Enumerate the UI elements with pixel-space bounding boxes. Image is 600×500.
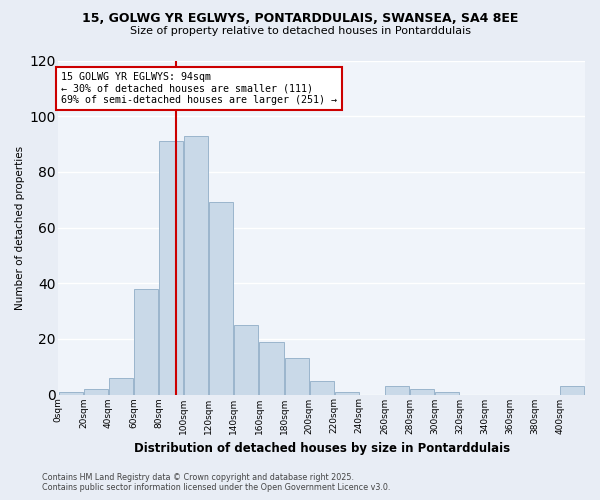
Text: Contains HM Land Registry data © Crown copyright and database right 2025.
Contai: Contains HM Land Registry data © Crown c… <box>42 473 391 492</box>
Bar <box>134 288 158 395</box>
Bar <box>335 392 359 394</box>
Bar <box>59 392 83 394</box>
Bar <box>284 358 308 394</box>
Y-axis label: Number of detached properties: Number of detached properties <box>15 146 25 310</box>
Text: 15, GOLWG YR EGLWYS, PONTARDDULAIS, SWANSEA, SA4 8EE: 15, GOLWG YR EGLWYS, PONTARDDULAIS, SWAN… <box>82 12 518 26</box>
Bar <box>560 386 584 394</box>
Bar <box>259 342 284 394</box>
Bar <box>235 325 259 394</box>
Bar <box>84 389 108 394</box>
Bar <box>410 389 434 394</box>
Bar <box>209 202 233 394</box>
Bar <box>385 386 409 394</box>
Text: Size of property relative to detached houses in Pontarddulais: Size of property relative to detached ho… <box>130 26 470 36</box>
Bar <box>184 136 208 394</box>
Bar <box>435 392 459 394</box>
Bar <box>310 380 334 394</box>
X-axis label: Distribution of detached houses by size in Pontarddulais: Distribution of detached houses by size … <box>134 442 510 455</box>
Bar <box>159 141 183 395</box>
Text: 15 GOLWG YR EGLWYS: 94sqm
← 30% of detached houses are smaller (111)
69% of semi: 15 GOLWG YR EGLWYS: 94sqm ← 30% of detac… <box>61 72 337 105</box>
Bar <box>109 378 133 394</box>
